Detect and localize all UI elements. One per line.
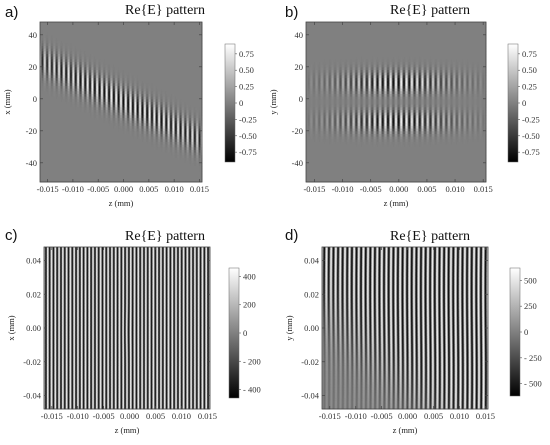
panel-letter: a)	[5, 4, 18, 21]
field-image	[40, 22, 202, 182]
panel-a: a) Re{E} pattern-0.015 -0.010 -0.005 0.000 0.…	[2, 3, 257, 208]
panel-title: Re{E} pattern	[125, 3, 205, 18]
